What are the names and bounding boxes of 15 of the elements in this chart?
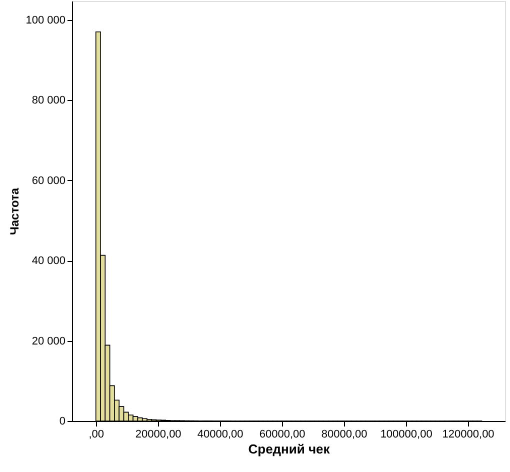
x-tick-label: 100000,00	[380, 428, 432, 440]
y-tick-label: 0	[59, 416, 66, 428]
y-tick-label: 80 000	[32, 94, 66, 107]
x-tick-label: 120000,00	[442, 428, 494, 440]
x-axis-title: Средний чек	[248, 442, 330, 456]
y-tick-label: 100 000	[26, 14, 66, 26]
y-tick-label: 40 000	[32, 255, 66, 268]
x-tick-label: 20000,00	[135, 428, 182, 440]
x-tick-label: 60000,00	[259, 428, 306, 440]
x-tick-label: ,00	[88, 428, 104, 440]
y-tick-label: 20 000	[32, 335, 66, 348]
x-tick-label: 80000,00	[321, 428, 368, 440]
y-axis-title: Частота	[8, 188, 22, 236]
y-tick-label: 60 000	[32, 174, 66, 187]
x-tick-label: 40000,00	[197, 428, 244, 440]
